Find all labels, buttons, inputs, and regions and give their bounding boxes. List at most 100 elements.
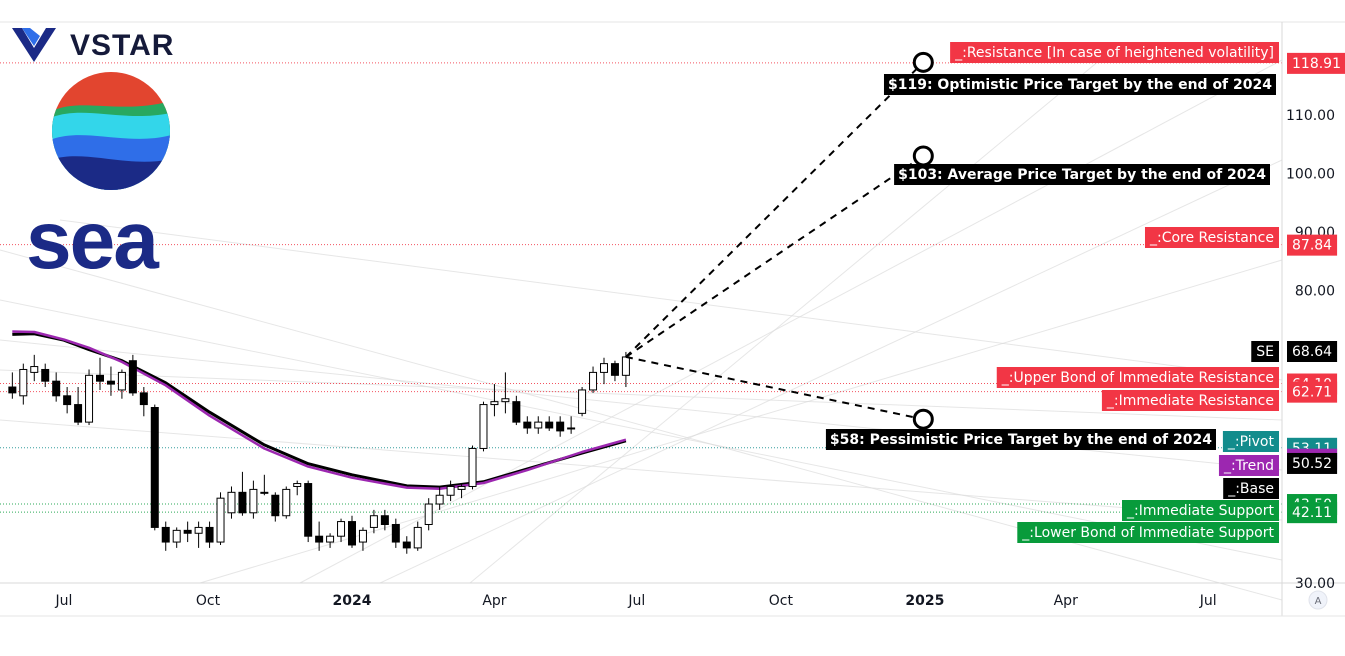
candle: [260, 474, 269, 496]
level-name-tag-text: _:Immediate Support: [1126, 503, 1274, 519]
candle-body: [600, 363, 608, 373]
x-tick-label: Apr: [482, 593, 506, 609]
candle-body: [172, 529, 181, 543]
candle: [369, 509, 378, 534]
candle-body: [183, 529, 192, 534]
candle-body: [556, 421, 565, 432]
candle: [172, 527, 181, 548]
candle-body: [282, 488, 291, 517]
candle: [216, 492, 225, 545]
candle: [512, 395, 521, 426]
candle-body: [501, 398, 510, 403]
candle-body: [74, 404, 83, 423]
level-name-tag-bg: [1101, 390, 1279, 411]
moving-average-line: [12, 330, 627, 491]
candle-body: [150, 407, 159, 528]
candle: [380, 509, 389, 531]
candle: [326, 533, 335, 548]
level-name-tag-bg: [1222, 431, 1279, 452]
candle: [238, 471, 247, 516]
sea-logo: sea: [26, 72, 170, 286]
candle-body: [52, 380, 61, 397]
level-price-tag-bg: [1287, 52, 1345, 74]
fan-line: [199, 259, 1283, 584]
candle-body: [63, 395, 72, 406]
level-price-tag-bg: [1287, 502, 1338, 524]
candle: [523, 416, 532, 434]
candle-body: [446, 485, 455, 496]
candle-body: [435, 494, 444, 505]
ticker-symbol-tag-bg: [1251, 341, 1279, 362]
candle: [556, 416, 565, 437]
projection-line: [625, 355, 924, 421]
vstar-logo-text: VSTAR: [70, 29, 174, 62]
candle-body: [8, 386, 17, 394]
projection-target-marker: [912, 408, 934, 430]
candle: [391, 518, 400, 548]
candle-body: [117, 371, 126, 391]
moving-averages-layer: [12, 330, 627, 491]
auto-scale-button[interactable]: A: [1308, 590, 1328, 610]
candle-body: [610, 363, 619, 376]
level-name-tag-text: _:Immediate Resistance: [1106, 393, 1274, 409]
level-price-tag-text: 42.11: [1292, 505, 1332, 521]
candle-body: [216, 497, 225, 543]
candle: [578, 387, 587, 417]
candle-body: [271, 494, 280, 517]
fan-line: [0, 419, 1283, 521]
fan-line: [299, 59, 1283, 584]
candle: [205, 521, 214, 548]
y-tick-label: 100.00: [1286, 167, 1335, 183]
fan-line: [469, 59, 1101, 584]
candle: [490, 384, 499, 417]
candle-body: [567, 427, 576, 430]
auto-scale-label: A: [1315, 596, 1322, 607]
level-name-tag-bg: [1218, 455, 1279, 476]
candle: [85, 369, 94, 426]
candle: [600, 357, 608, 385]
candle-body: [479, 404, 488, 449]
candle: [74, 387, 83, 426]
level-name-tag-text: _:Upper Bond of Immediate Resistance: [1001, 370, 1274, 386]
candle: [183, 521, 192, 543]
candle-body: [413, 526, 422, 549]
level-name-tag-bg: [950, 42, 1279, 63]
projection-label-text: $119: Optimistic Price Target by the end…: [888, 77, 1272, 93]
candle: [161, 521, 170, 551]
projection-target-marker: [912, 51, 934, 73]
candle: [468, 445, 477, 490]
candle-body: [139, 392, 148, 406]
level-price-tag-bg: [1287, 381, 1338, 403]
y-tick-label: 30.00: [1295, 576, 1335, 592]
candle-body: [41, 368, 50, 382]
candle: [8, 372, 17, 399]
candle-body: [96, 374, 104, 382]
candle: [424, 498, 433, 531]
candle-body: [490, 401, 499, 406]
candle: [249, 480, 258, 519]
projection-label-bg: [825, 429, 1216, 450]
candle: [304, 480, 313, 543]
candle-body: [161, 526, 170, 543]
ticker-symbol-tag-text: SE: [1256, 344, 1274, 360]
candle-body: [106, 380, 115, 385]
candle-body: [534, 421, 543, 429]
candle-body: [194, 526, 203, 534]
candle: [194, 521, 203, 548]
level-name-tag-text: _:Pivot: [1227, 434, 1275, 450]
level-name-tag-text: _:Resistance [In case of heightened vola…: [954, 45, 1274, 61]
level-price-tag-text: 118.91: [1292, 56, 1341, 72]
candle: [589, 366, 598, 393]
candle: [413, 521, 422, 551]
candle: [96, 357, 104, 390]
level-name-tag-bg: [1122, 500, 1279, 521]
level-price-tag-bg: [1287, 234, 1338, 256]
candle-body: [30, 366, 39, 373]
candle-body: [391, 524, 400, 543]
candle-body: [337, 521, 346, 537]
x-tick-label: Oct: [196, 593, 221, 609]
candle-body: [205, 526, 214, 543]
projection-label-text: $58: Pessimistic Price Target by the end…: [830, 432, 1212, 448]
auto-scale-circle: [1308, 590, 1328, 610]
